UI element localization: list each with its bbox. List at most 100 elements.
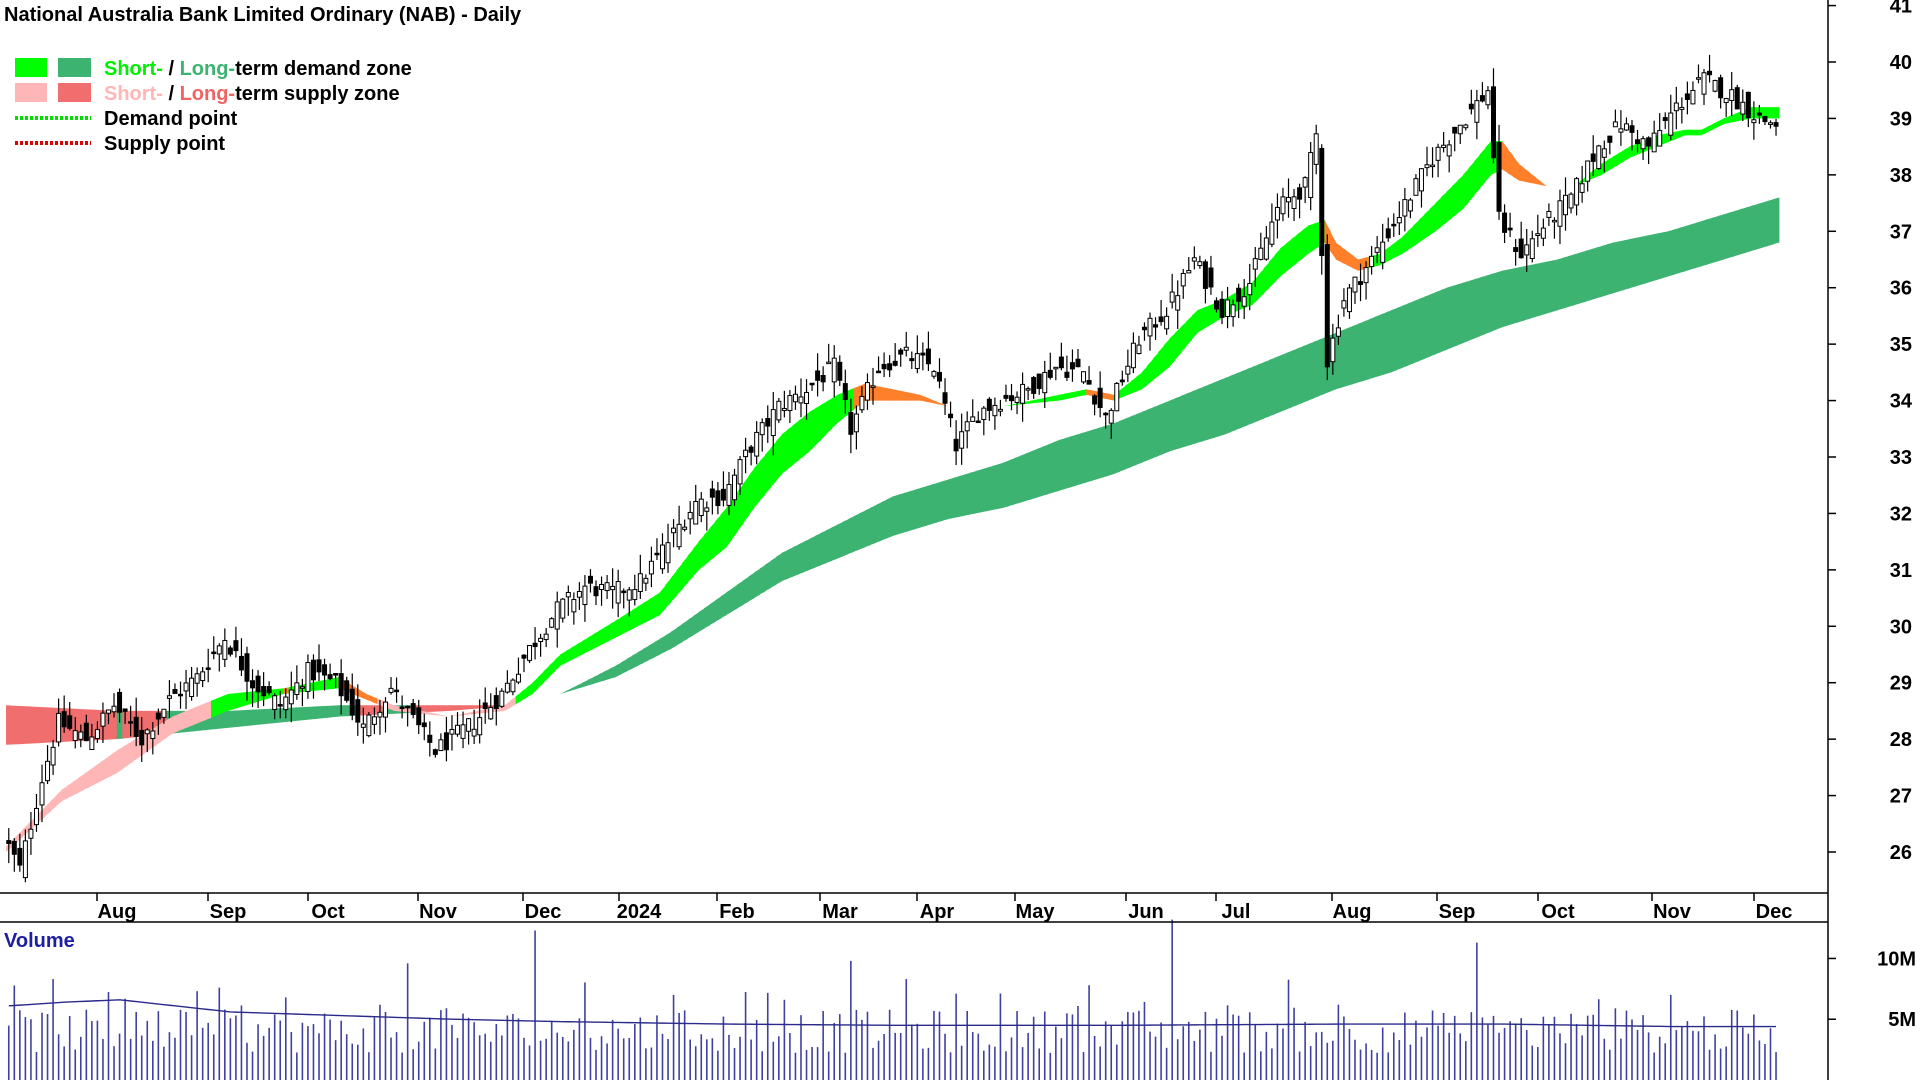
long-term-zone-segment [1147, 407, 1154, 461]
long-term-zone-segment [532, 699, 539, 702]
candle-body [515, 673, 521, 683]
long-term-zone-segment [770, 556, 777, 588]
candle-body [399, 706, 405, 710]
short-term-zone-segment [1385, 245, 1392, 263]
long-term-zone-segment [427, 705, 434, 713]
long-term-zone-segment [1158, 402, 1165, 456]
short-term-zone-segment [1047, 396, 1054, 402]
long-term-zone-segment [609, 665, 616, 679]
price-tick-label: 30 [1890, 616, 1912, 638]
long-term-zone-segment [1418, 296, 1425, 362]
long-term-zone-segment [1440, 287, 1447, 353]
time-tick-label: Nov [419, 901, 458, 923]
candle-body [604, 582, 610, 592]
long-term-zone-segment [1523, 265, 1531, 321]
long-term-zone-segment [1767, 199, 1774, 246]
long-term-zone-segment [294, 707, 301, 722]
long-term-zone-segment [1174, 396, 1182, 450]
long-term-zone-segment [726, 588, 733, 615]
short-term-zone-segment [687, 548, 694, 583]
short-term-zone-segment [1501, 141, 1508, 173]
short-term-zone-segment [1773, 107, 1780, 119]
candle-body [1164, 315, 1170, 330]
short-term-zone-segment [776, 434, 783, 481]
long-term-zone-segment [1252, 364, 1259, 424]
long-term-zone-segment [1496, 270, 1503, 330]
long-term-zone-segment [875, 502, 882, 543]
long-term-zone-segment [1429, 292, 1436, 357]
candle-body [510, 679, 516, 693]
long-term-zone-segment [1751, 204, 1758, 252]
candle-body [1230, 304, 1236, 318]
long-term-zone-segment [654, 638, 661, 658]
candle-body [83, 722, 89, 742]
candle-body [1612, 121, 1618, 128]
candle-body [1153, 324, 1159, 328]
long-term-zone-segment [327, 705, 334, 718]
candle-body [1684, 93, 1690, 100]
candle-body [1186, 270, 1192, 274]
long-term-zone-segment [1463, 280, 1470, 344]
candle-body [864, 382, 870, 401]
time-tick-label: Dec [525, 901, 562, 923]
short-term-zone-segment [1512, 156, 1520, 181]
candle-body [194, 673, 200, 684]
legend-label-part: term supply zone [235, 83, 399, 105]
short-term-zone-segment [1202, 305, 1209, 330]
short-term-zone-segment [1485, 141, 1492, 182]
long-term-zone-segment [853, 513, 860, 552]
long-term-zone-segment [1540, 261, 1547, 316]
candle-body [1418, 168, 1424, 192]
candle-body [72, 730, 78, 741]
short-term-zone-segment [44, 801, 51, 817]
candle-body [831, 357, 837, 383]
short-term-zone-segment [560, 651, 567, 666]
long-term-zone-segment [537, 698, 544, 700]
candle-body [743, 449, 749, 458]
long-term-zone-segment [1125, 416, 1132, 470]
price-tick-label: 33 [1890, 447, 1912, 469]
candle-body [676, 523, 682, 548]
short-term-zone-segment [1629, 144, 1636, 158]
candle-body [870, 385, 876, 388]
short-term-zone-segment [1518, 163, 1525, 182]
long-term-zone-segment [1756, 202, 1763, 250]
candle-body [1596, 145, 1602, 169]
short-term-zone-segment [94, 762, 101, 785]
candle-body [1308, 152, 1314, 198]
long-term-zone-segment [648, 642, 655, 661]
short-term-zone-segment [61, 785, 68, 802]
candle-body [632, 589, 638, 601]
candle-body [1092, 395, 1098, 405]
long-term-zone-segment [643, 645, 650, 663]
candle-body [1025, 388, 1031, 391]
short-term-zone-segment [1429, 203, 1436, 236]
candle-body [1690, 89, 1696, 105]
candle-body [881, 363, 887, 370]
long-term-zone-segment [737, 580, 744, 609]
long-term-zone-segment [1651, 233, 1658, 282]
candle-body [1513, 247, 1519, 252]
short-term-zone-segment [1296, 230, 1303, 263]
short-term-zone-segment [1174, 327, 1182, 360]
candle-body [1330, 337, 1336, 363]
candle-body [1158, 316, 1164, 323]
candle-body [582, 585, 588, 606]
long-term-zone-segment [1662, 231, 1669, 279]
long-term-zone-segment [742, 576, 749, 605]
candle-body [1346, 287, 1352, 313]
short-term-zone-segment [715, 514, 722, 557]
short-term-zone-segment [931, 399, 938, 404]
legend-label-part: / [163, 58, 180, 80]
short-term-zone-segment [670, 570, 677, 603]
time-tick-label: Oct [1541, 901, 1575, 923]
candle-body [1385, 228, 1391, 239]
candle-body [277, 704, 283, 707]
short-term-zone-segment [1080, 389, 1087, 397]
candle-body [798, 396, 804, 404]
long-term-zone-segment [1607, 242, 1614, 296]
candle-body [1014, 396, 1020, 403]
long-term-zone-segment [1202, 384, 1209, 442]
long-term-zone-segment [249, 709, 256, 726]
long-term-zone-segment [1213, 380, 1220, 438]
